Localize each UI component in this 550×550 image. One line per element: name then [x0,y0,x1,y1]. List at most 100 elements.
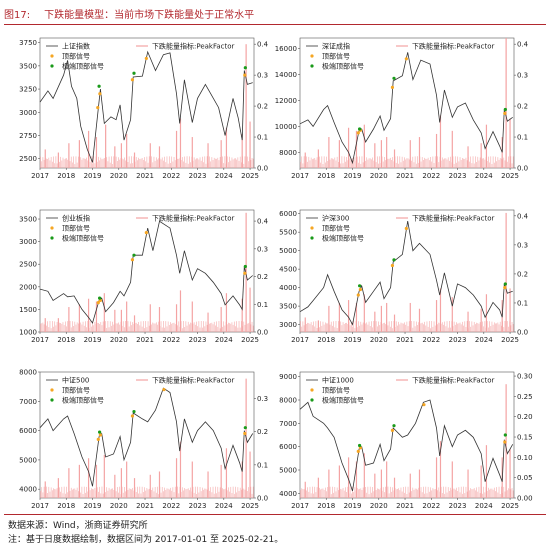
x-tick-label: 2018 [317,502,335,510]
legend-swatch-top-signal [50,54,54,58]
x-tick-label: 2018 [57,172,75,180]
legend-swatch-top-signal [310,54,314,58]
y-right-tick-label: 0.0 [517,329,528,337]
legend-label-peakfactor: 下跌能量指标:PeakFactor [152,214,235,223]
x-tick-label: 2022 [162,502,180,510]
top-signal-point [96,437,100,441]
x-tick-label: 2023 [189,502,207,510]
top-signal-point [503,286,507,290]
y-left-tick-label: 1500 [19,306,37,314]
y-left-tick-label: 3500 [19,216,37,224]
top-signal-point [130,258,135,262]
legend-swatch-top-signal [50,388,54,392]
extreme-top-signal-point [132,409,136,414]
x-tick-label: 2021 [136,502,154,510]
extreme-top-signal-point [503,107,507,112]
x-tick-label: 2017 [291,172,309,180]
x-tick-label: 2019 [84,336,102,344]
x-tick-label: 2018 [317,336,335,344]
top-signal-point [390,263,395,268]
extreme-top-signal-point [392,424,396,428]
y-left-tick-label: 12000 [275,97,297,105]
price-line [39,387,254,487]
y-left-tick-label: 16000 [275,45,297,53]
legend-swatch-extreme-signal [310,64,314,68]
x-tick-label: 2025 [241,172,259,180]
source-note: 数据来源：Wind，浙商证券研究所 [8,521,148,531]
top-signal-point [422,403,426,407]
x-tick-label: 2023 [449,502,467,510]
x-tick-label: 2020 [370,336,388,344]
x-tick-label: 2025 [501,172,519,180]
y-right-tick-label: 0.4 [517,212,529,220]
legend-label-extreme-signal: 极端顶部信号 [322,234,364,243]
x-tick-label: 2023 [449,172,467,180]
y-right-tick-label: 0.15 [517,434,533,442]
y-left-tick-label: 3750 [19,39,37,47]
extreme-top-signal-point [503,282,507,286]
legend-label-top-signal: 顶部信号 [322,224,350,233]
x-tick-label: 2018 [57,502,75,510]
figure-header: 图17: 下跌能量模型：当前市场下跌能量处于正常水平 [4,6,546,22]
legend-label-index: 沪深300 [322,214,349,223]
legend-label-index: 创业板指 [62,214,90,223]
legend-label-index: 中证500 [62,376,89,385]
peakfactor-series [40,378,254,498]
top-signal-point [390,85,395,89]
x-tick-label: 2018 [317,172,335,180]
top-signal-point [144,230,148,235]
y-left-tick-label: 6000 [279,443,297,451]
x-tick-label: 2025 [241,502,259,510]
top-signal-point [404,57,408,61]
y-left-tick-label: 2500 [19,261,37,269]
x-tick-label: 2024 [475,502,493,510]
top-signal-point [503,440,507,444]
x-tick-label: 2020 [370,172,388,180]
x-tick-label: 2019 [344,172,362,180]
extreme-top-signal-point [132,71,136,75]
y-left-tick-label: 5000 [279,467,297,475]
top-signal-point [503,111,507,115]
legend-swatch-extreme-signal [50,64,54,68]
y-left-tick-label: 6000 [279,210,297,218]
x-tick-label: 2021 [136,172,154,180]
y-right-tick-label: 0.4 [257,218,269,226]
top-signal-point [96,301,100,305]
extreme-top-signal-point [503,433,507,437]
y-right-tick-label: 0.2 [257,428,268,436]
extreme-top-signal-point [132,253,136,257]
y-left-tick-label: 3000 [19,238,37,246]
y-left-tick-label: 8000 [279,397,297,405]
legend-swatch-extreme-signal [50,398,54,402]
y-left-tick-label: 4000 [279,284,297,292]
y-right-tick-label: 0.30 [517,373,533,381]
chart-panel-3: 1000 1500 2000 2500 3000 3500 0.0 0.1 0.2 0.3 0.4 2… [19,209,269,344]
y-left-tick-label: 9000 [279,373,297,381]
y-left-tick-label: 3500 [19,62,37,70]
top-signal-point [404,226,408,231]
legend-label-peakfactor: 下跌能量指标:PeakFactor [412,376,495,385]
x-tick-label: 2020 [110,502,128,510]
legend-label-top-signal: 顶部信号 [62,386,90,395]
y-left-tick-label: 5000 [19,456,37,464]
x-tick-label: 2020 [110,336,128,344]
price-line [299,399,514,492]
extreme-top-signal-point [358,443,362,448]
legend-label-peakfactor: 下跌能量指标:PeakFactor [152,42,235,51]
legend-label-extreme-signal: 极端顶部信号 [322,396,364,405]
y-left-tick-label: 5000 [279,247,297,255]
top-signal-point [162,387,166,392]
legend-label-top-signal: 顶部信号 [322,386,350,395]
x-tick-label: 2025 [501,336,519,344]
x-tick-label: 2022 [422,502,440,510]
y-right-tick-label: 0.2 [257,103,268,111]
y-left-tick-label: 4000 [279,490,297,498]
legend-label-top-signal: 顶部信号 [62,224,90,233]
x-tick-label: 2023 [449,336,467,344]
extreme-top-signal-point [392,258,396,262]
x-tick-label: 2017 [31,502,49,510]
